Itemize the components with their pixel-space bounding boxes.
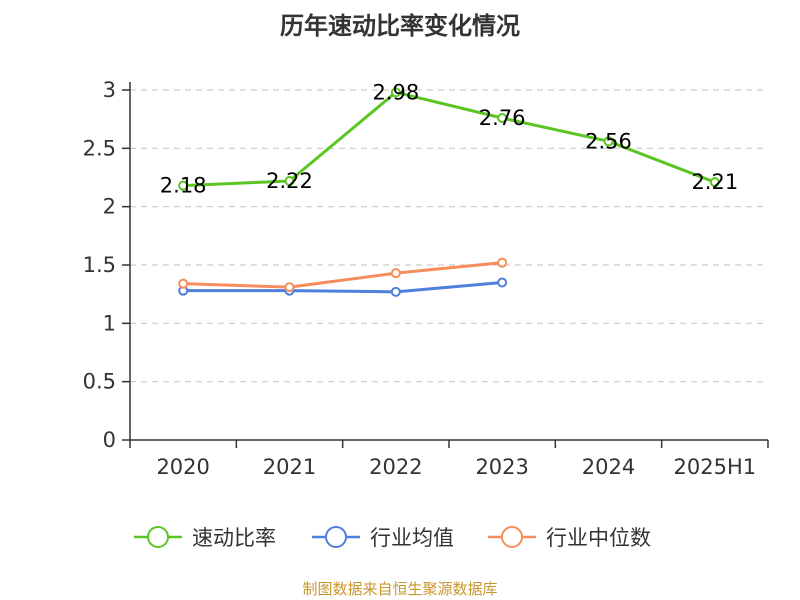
- data-point: [390, 268, 401, 279]
- series-line: [183, 261, 503, 289]
- data-point: [390, 286, 401, 297]
- legend-marker: [325, 526, 347, 548]
- y-tick-label: 0: [103, 428, 116, 452]
- legend-item: 行业均值: [312, 526, 454, 550]
- y-tick-label: 3: [103, 78, 116, 102]
- data-label: 2.21: [691, 170, 738, 194]
- data-label: 2.56: [585, 129, 632, 153]
- grid-layer: [130, 89, 768, 383]
- data-point: [284, 282, 295, 293]
- x-tick-label: 2025H1: [674, 455, 757, 479]
- data-point: [390, 87, 401, 98]
- data-label: 2.22: [266, 169, 313, 193]
- x-tick-label: 2020: [156, 455, 209, 479]
- legend-label: 行业均值: [370, 526, 454, 550]
- data-label: 2.76: [479, 106, 526, 130]
- data-point: [178, 180, 189, 191]
- data-point: [603, 136, 614, 147]
- data-point: [497, 257, 508, 268]
- series-layer: [178, 87, 720, 297]
- x-tick-label: 2021: [263, 455, 316, 479]
- data-label: 2.18: [160, 174, 207, 198]
- series-2: [178, 277, 508, 297]
- data-point: [178, 278, 189, 289]
- y-tick-label: 1.5: [83, 253, 116, 277]
- series-1: [178, 87, 720, 191]
- data-point: [497, 113, 508, 123]
- data-point: [497, 277, 508, 288]
- series-3: [178, 257, 508, 293]
- series-line: [183, 281, 503, 294]
- source-note: 制图数据来自恒生聚源数据库: [302, 580, 497, 598]
- legend-label: 行业中位数: [546, 526, 651, 550]
- x-tick-label: 2023: [475, 455, 528, 479]
- y-tick-label: 2.5: [83, 136, 116, 160]
- y-tick-label: 1: [103, 311, 116, 335]
- y-tick-label: 0.5: [83, 370, 116, 394]
- data-label-layer: 2.18 2.22 2.98 2.76 2.56 2.21: [160, 80, 738, 197]
- legend-marker: [147, 526, 169, 548]
- legend-marker: [501, 526, 523, 548]
- x-tick-label: 2022: [369, 455, 422, 479]
- legend-item: 行业中位数: [488, 526, 651, 550]
- axis-layer: 0 0.5 1 1.5 2 2.5 3 2020 2021 2022 2023 2024 2025H1: [83, 78, 769, 479]
- series-line: [183, 90, 716, 188]
- chart-title: 历年速动比率变化情况: [280, 12, 520, 40]
- legend: 速动比率 行业均值 行业中位数: [134, 526, 651, 550]
- data-label: 2.98: [372, 80, 419, 104]
- y-tick-label: 2: [103, 195, 116, 219]
- data-point: [284, 176, 295, 186]
- legend-item: 速动比率: [134, 526, 276, 550]
- legend-label: 速动比率: [192, 526, 276, 550]
- data-point: [709, 177, 720, 188]
- x-tick-label: 2024: [582, 455, 635, 479]
